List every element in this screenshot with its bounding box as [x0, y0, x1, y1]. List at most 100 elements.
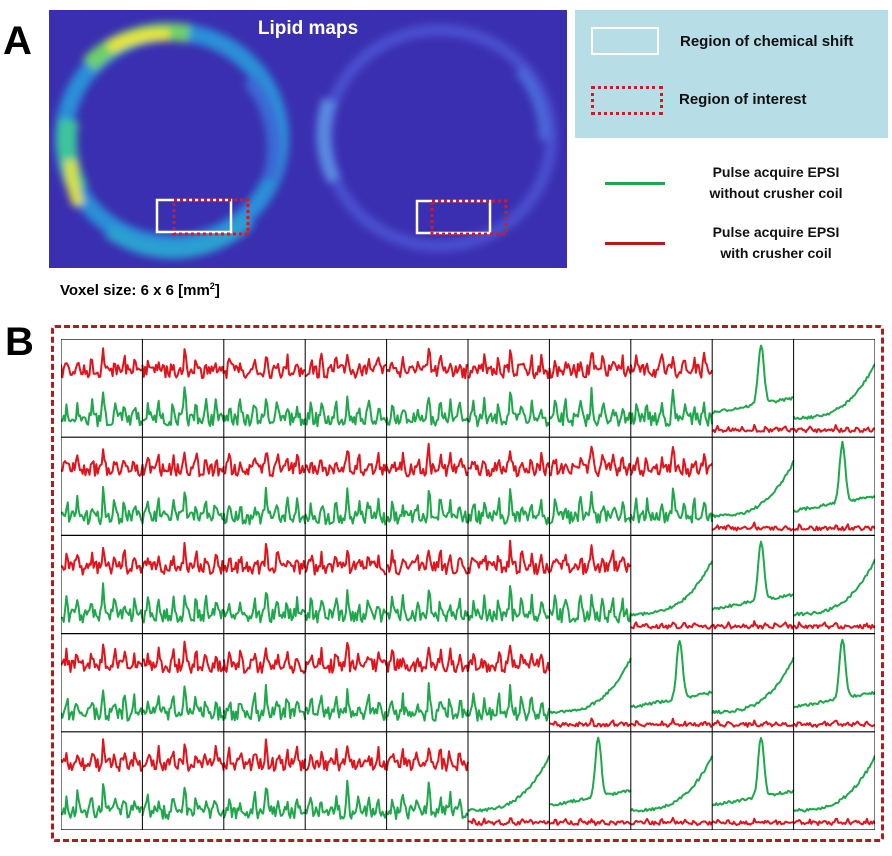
spectrum-with-crusher — [793, 621, 875, 630]
spectrum-without-crusher — [141, 685, 225, 721]
spectrum-without-crusher — [711, 737, 795, 807]
spectrum-with-crusher — [468, 450, 551, 478]
spectrum-without-crusher — [304, 487, 388, 526]
chemical-shift-region-right — [415, 199, 492, 235]
spectrum-without-crusher — [793, 558, 875, 617]
spectrum-without-crusher — [304, 779, 388, 820]
spectrum-with-crusher — [467, 539, 551, 576]
spectrum-with-crusher — [467, 817, 551, 826]
voxel-size-label: Voxel size: 6 x 6 [mm2] — [60, 281, 220, 299]
panel-label-a: A — [3, 19, 32, 63]
spectrum-with-crusher — [711, 423, 795, 434]
spectrum-with-crusher — [222, 542, 307, 575]
spectrum-without-crusher — [142, 386, 225, 427]
spectrum-without-crusher — [385, 589, 469, 622]
spectrum-with-crusher — [629, 446, 714, 478]
spectrum-without-crusher — [141, 786, 225, 820]
roi-region-right — [430, 199, 508, 236]
spectrum-with-crusher — [223, 353, 306, 379]
spectrum-without-crusher — [467, 754, 551, 813]
spectrum-without-crusher — [630, 755, 714, 813]
spectrum-without-crusher — [711, 344, 794, 415]
spectrum-without-crusher — [630, 560, 714, 617]
spectrum-with-crusher — [222, 647, 306, 674]
spectrum-with-crusher — [548, 352, 632, 379]
spectrum-without-crusher — [793, 638, 875, 709]
spectrum-without-crusher — [467, 488, 551, 526]
spectrum-without-crusher — [711, 540, 795, 611]
spectrum-with-crusher — [386, 549, 469, 576]
spectrum-without-crusher — [792, 363, 875, 420]
spectrum-without-crusher — [630, 639, 713, 709]
roi-region-left — [172, 198, 250, 236]
legend-label-without-crusher: Pulse acquire EPSI without crusher coil — [709, 164, 843, 201]
spectrum-with-crusher — [304, 641, 388, 674]
spectrum-without-crusher — [61, 783, 143, 819]
spectrum-without-crusher — [222, 592, 307, 624]
spectrum-with-crusher — [385, 442, 469, 478]
spectrum-without-crusher — [467, 585, 551, 623]
spectrum-with-crusher — [141, 348, 225, 380]
spectrum-without-crusher — [222, 787, 306, 820]
spectrum-without-crusher — [222, 398, 307, 427]
roi-swatch — [591, 86, 663, 115]
spectrum-with-crusher — [548, 717, 632, 728]
lipid-map-image: Lipid maps — [49, 10, 567, 268]
spectrum-without-crusher — [61, 485, 144, 526]
spectrum-without-crusher — [385, 682, 469, 722]
spectrum-with-crusher — [630, 717, 713, 728]
spectrum-with-crusher — [630, 621, 713, 630]
spectrum-with-crusher — [61, 643, 144, 673]
spectrum-without-crusher — [385, 781, 469, 820]
spectrum-with-crusher — [711, 817, 794, 826]
spectrum-without-crusher — [304, 395, 388, 428]
spectrum-without-crusher — [711, 656, 795, 715]
spectrum-with-crusher — [385, 646, 469, 674]
spectrum-without-crusher — [222, 486, 307, 526]
spectrum-without-crusher — [467, 684, 551, 722]
spectrum-with-crusher — [142, 640, 225, 674]
spectrum-without-crusher — [548, 593, 632, 624]
spectrum-with-crusher — [711, 620, 795, 630]
spectrum-with-crusher — [467, 644, 551, 674]
spectrum-with-crusher — [61, 546, 144, 576]
spectrum-with-crusher — [548, 817, 632, 827]
legend-line-with-crusher — [605, 242, 665, 245]
spectrum-without-crusher — [629, 388, 714, 427]
spectrum-without-crusher — [548, 490, 632, 525]
spectrum-with-crusher — [467, 349, 551, 380]
spectrum-with-crusher — [711, 719, 795, 728]
spectrum-with-crusher — [141, 451, 225, 478]
spectrum-without-crusher — [61, 391, 144, 428]
spectrum-with-crusher — [304, 549, 387, 576]
spectrum-with-crusher — [385, 747, 469, 772]
spectrum-with-crusher — [793, 817, 875, 826]
spectrum-without-crusher — [629, 487, 714, 524]
spectrum-with-crusher — [304, 745, 388, 772]
spectrum-with-crusher — [61, 738, 144, 772]
lipid-ring-right — [316, 24, 557, 252]
spectrum-without-crusher — [467, 391, 551, 428]
spectrum-with-crusher — [141, 541, 225, 575]
spectrum-with-crusher — [141, 743, 225, 772]
spectrum-with-crusher — [630, 816, 714, 826]
spectrum-without-crusher — [548, 657, 632, 715]
spectrum-with-crusher — [792, 424, 875, 434]
spectrum-with-crusher — [222, 738, 307, 772]
spectrum-with-crusher — [548, 544, 632, 576]
spectra-grid — [61, 339, 875, 830]
spectrum-with-crusher — [548, 445, 632, 478]
lipid-heatmap — [55, 22, 557, 259]
legend-line-without-crusher — [605, 182, 665, 185]
spectrum-without-crusher — [304, 688, 388, 721]
spectrum-without-crusher — [222, 683, 307, 722]
spectrum-with-crusher — [711, 521, 794, 532]
roi-frame — [51, 325, 884, 842]
spectrum-with-crusher — [223, 452, 307, 478]
spectrum-without-crusher — [141, 491, 225, 525]
spectrum-without-crusher — [792, 440, 875, 513]
roi-label: Region of interest — [679, 91, 807, 108]
region-legend: Region of chemical shift Region of inter… — [575, 10, 888, 138]
spectrum-without-crusher — [304, 589, 387, 624]
chemical-shift-label: Region of chemical shift — [680, 33, 854, 50]
